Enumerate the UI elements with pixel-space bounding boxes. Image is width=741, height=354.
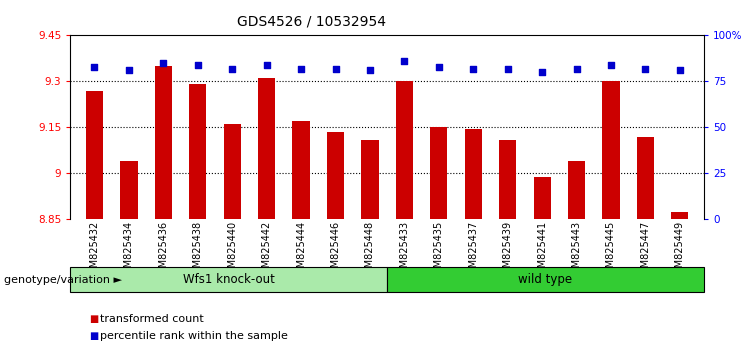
Bar bbox=[224, 124, 241, 219]
Point bbox=[571, 66, 582, 72]
Point bbox=[399, 58, 411, 64]
Text: ■: ■ bbox=[89, 331, 98, 341]
Bar bbox=[499, 140, 516, 219]
Text: genotype/variation ►: genotype/variation ► bbox=[4, 275, 122, 285]
Point bbox=[502, 66, 514, 72]
Point bbox=[605, 62, 617, 68]
Bar bbox=[637, 137, 654, 219]
Bar bbox=[534, 177, 551, 219]
Text: Wfs1 knock-out: Wfs1 knock-out bbox=[183, 273, 275, 286]
Point bbox=[192, 62, 204, 68]
Bar bbox=[86, 91, 103, 219]
Text: percentile rank within the sample: percentile rank within the sample bbox=[100, 331, 288, 341]
Text: GDS4526 / 10532954: GDS4526 / 10532954 bbox=[236, 14, 386, 28]
Bar bbox=[258, 78, 275, 219]
Bar bbox=[362, 140, 379, 219]
Bar bbox=[155, 66, 172, 219]
Point bbox=[536, 69, 548, 75]
Bar bbox=[671, 212, 688, 219]
Bar bbox=[189, 85, 207, 219]
Point bbox=[639, 66, 651, 72]
Point bbox=[226, 66, 238, 72]
Bar bbox=[327, 132, 344, 219]
Point bbox=[261, 62, 273, 68]
Point bbox=[433, 64, 445, 69]
Point bbox=[157, 60, 169, 66]
Point bbox=[295, 66, 307, 72]
Text: ■: ■ bbox=[89, 314, 98, 324]
Point bbox=[123, 68, 135, 73]
Point bbox=[89, 64, 101, 69]
Point bbox=[468, 66, 479, 72]
Bar bbox=[568, 161, 585, 219]
Point bbox=[674, 68, 685, 73]
Point bbox=[364, 68, 376, 73]
Text: transformed count: transformed count bbox=[100, 314, 204, 324]
Bar bbox=[465, 129, 482, 219]
Point bbox=[330, 66, 342, 72]
Bar bbox=[293, 121, 310, 219]
Bar bbox=[602, 81, 619, 219]
Bar bbox=[396, 81, 413, 219]
Bar bbox=[120, 161, 138, 219]
Bar bbox=[431, 127, 448, 219]
Text: wild type: wild type bbox=[519, 273, 573, 286]
